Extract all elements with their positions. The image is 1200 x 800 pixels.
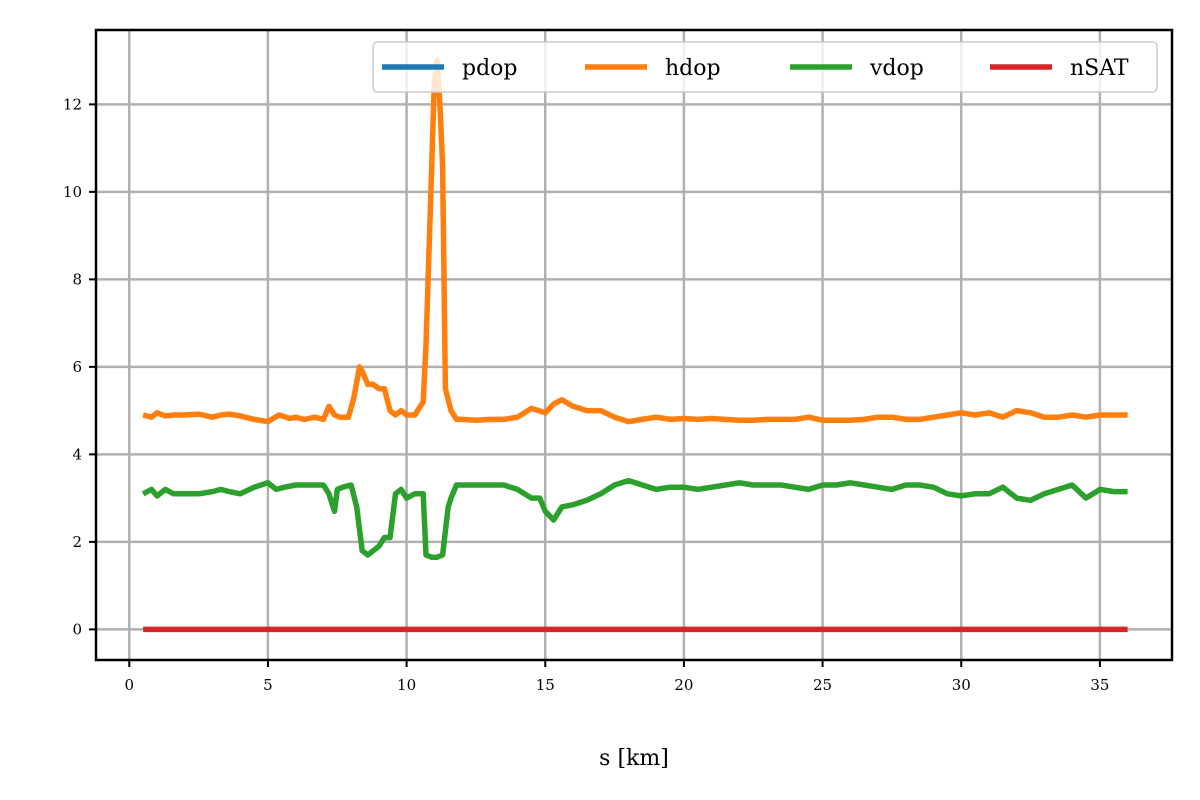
x-tick-label: 35: [1090, 676, 1109, 694]
legend-label-hdop: hdop: [665, 56, 721, 81]
legend-box: [372, 41, 1158, 93]
y-tick-label: 12: [63, 95, 82, 113]
x-tick-label: 5: [263, 676, 273, 694]
x-tick-label: 0: [125, 676, 135, 694]
plot-series: [141, 57, 1128, 633]
y-tick-label: 4: [72, 445, 82, 463]
y-tick-label: 10: [63, 183, 82, 201]
series-line-vdop: [141, 477, 1128, 560]
legend-label-pdop: pdop: [462, 56, 518, 81]
x-tick-label: 30: [952, 676, 971, 694]
y-tick-label: 8: [72, 270, 82, 288]
y-tick-label: 6: [72, 358, 82, 376]
y-tick-label: 2: [72, 533, 82, 551]
x-tick-label: 10: [397, 676, 416, 694]
plot-frame: [94, 28, 1174, 662]
x-tick-label: 15: [536, 676, 555, 694]
x-tick-label: 20: [674, 676, 693, 694]
y-tick-label: 0: [72, 620, 82, 638]
legend-label-nSAT: nSAT: [1070, 56, 1129, 81]
series-line-hdop: [142, 57, 1128, 425]
legend: pdop hdop vdop nSAT: [372, 41, 1158, 93]
grid: [96, 30, 1172, 660]
axis-ticks: 0 5 10 15 20 25 30 35 0 2 4 6 8 10 12: [63, 95, 1110, 694]
x-tick-label: 25: [813, 676, 832, 694]
legend-label-vdop: vdop: [869, 56, 924, 81]
x-axis-label: s [km]: [599, 746, 669, 771]
